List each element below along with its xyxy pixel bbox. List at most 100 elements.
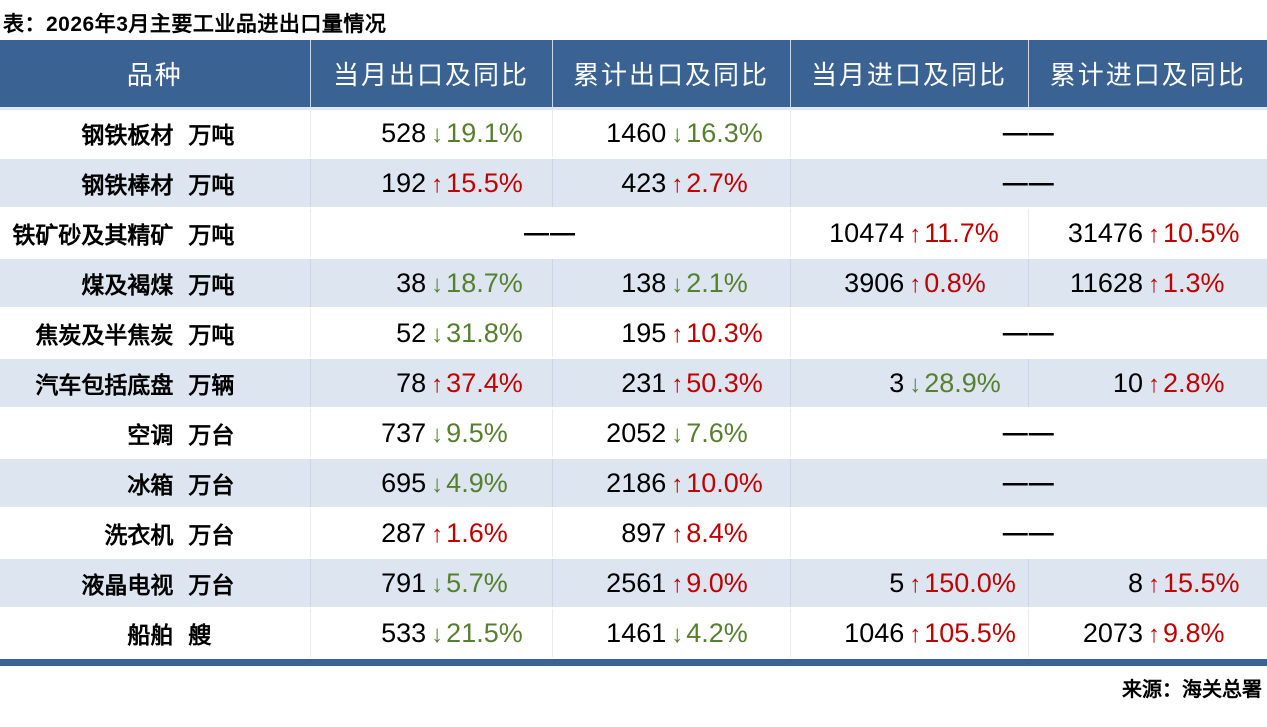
yoy-change: ↑ 0.8% [909,268,986,299]
up-arrow-icon: ↑ [671,570,684,598]
no-data-dash: —— [1002,468,1055,497]
up-arrow-icon: ↑ [1147,270,1160,298]
cell-import-cum: 31476 ↑ 10.5% [1027,208,1267,259]
product-unit: 万台 [188,572,235,598]
yoy-change: ↑ 15.5% [431,168,523,199]
yoy-change: ↑ 9.0% [671,568,748,599]
table-row: 铁矿砂及其精矿 万吨 —— 10474 ↑ 11.7% 31476 ↑ 10.5% [0,208,1267,259]
value-text: 897 [621,517,667,548]
down-arrow-icon: ↓ [431,120,444,148]
product-unit: 万吨 [188,222,235,248]
yoy-pct-text: 105.5% [924,617,1016,648]
product-unit: 万台 [188,472,235,498]
product-unit: 万台 [188,422,235,448]
cell-export-month: 38 ↓ 18.7% [309,258,552,309]
value-text: 11628 [1069,267,1143,298]
yoy-pct-text: 11.7% [924,217,999,248]
table-row: 冰箱 万台 695 ↓ 4.9% 2186 ↑ 10.0% —— [0,458,1267,509]
product-name: 洗衣机 [104,522,174,548]
no-data-cell-import: —— [789,108,1267,159]
value-text: 192 [381,167,427,198]
col-header-export-cumulative: 累计出口及同比 [551,40,790,110]
value-text: 38 [396,267,427,298]
up-arrow-icon: ↑ [431,520,444,548]
yoy-pct-text: 8.4% [686,517,748,548]
value-text: 528 [381,117,427,148]
value-text: 2073 [1082,617,1143,648]
col-header-import-cumulative: 累计进口及同比 [1027,40,1267,110]
no-data-dash: —— [1002,418,1055,447]
yoy-pct-text: 1.3% [1162,267,1225,298]
yoy-pct-text: 150.0% [924,567,1016,598]
value-text: 3906 [844,267,905,298]
value-text: 2186 [606,467,667,498]
up-arrow-icon: ↑ [431,370,444,398]
up-arrow-icon: ↑ [1147,370,1160,398]
product-unit: 万吨 [188,122,235,149]
col-header-export-month: 当月出口及同比 [309,40,552,110]
product-name: 焦炭及半焦炭 [35,322,174,348]
cell-export-cum: 897 ↑ 8.4% [551,508,790,559]
yoy-pct-text: 10.3% [686,317,763,348]
yoy-change: ↑ 9.8% [1148,618,1225,649]
up-arrow-icon: ↑ [909,620,922,648]
yoy-pct-text: 50.3% [686,367,763,398]
yoy-change: ↓ 4.9% [431,468,508,499]
cell-export-month: 192 ↑ 15.5% [309,158,552,209]
value-text: 737 [381,417,427,448]
yoy-pct-text: 16.3% [686,117,763,148]
down-arrow-icon: ↓ [431,620,444,648]
yoy-pct-text: 15.5% [446,167,523,198]
cell-export-cum: 195 ↑ 10.3% [551,308,790,359]
product-unit: 万吨 [188,172,235,198]
up-arrow-icon: ↑ [431,170,444,198]
yoy-pct-text: 15.5% [1162,567,1240,598]
cell-import-cum: 2073 ↑ 9.8% [1027,608,1267,659]
value-text: 138 [621,267,667,298]
value-text: 423 [621,167,667,198]
no-data-cell-import: —— [789,308,1267,359]
cell-product: 煤及褐煤 万吨 [0,258,310,309]
down-arrow-icon: ↓ [431,320,444,348]
col-header-import-month: 当月进口及同比 [789,40,1028,110]
yoy-pct-text: 2.8% [1162,367,1225,398]
cell-product: 钢铁棒材 万吨 [0,158,310,209]
yoy-pct-text: 10.0% [686,467,763,498]
yoy-change: ↑ 10.0% [671,468,763,499]
product-name: 钢铁板材 [81,122,174,149]
up-arrow-icon: ↑ [671,170,684,198]
yoy-pct-text: 28.9% [924,367,1001,398]
cell-export-month: 695 ↓ 4.9% [309,458,552,509]
value-text: 8 [1127,567,1143,598]
cell-product: 液晶电视 万台 [0,558,310,609]
yoy-change: ↑ 11.7% [909,218,999,249]
up-arrow-icon: ↑ [1147,220,1160,248]
value-text: 695 [381,467,427,498]
down-arrow-icon: ↓ [431,570,444,598]
yoy-pct-text: 9.0% [686,567,748,598]
cell-import-month: 5 ↑ 150.0% [789,558,1028,609]
down-arrow-icon: ↓ [671,620,684,648]
cell-export-month: 287 ↑ 1.6% [309,508,552,559]
yoy-pct-text: 10.5% [1162,217,1240,248]
yoy-change: ↑ 105.5% [909,618,1016,649]
cell-export-month: 52 ↓ 31.8% [309,308,552,359]
table-title: 表：2026年3月主要工业品进出口量情况 [3,13,387,36]
value-text: 1460 [606,117,667,148]
yoy-pct-text: 4.2% [686,617,748,648]
cell-product: 焦炭及半焦炭 万吨 [0,308,310,359]
yoy-change: ↑ 37.4% [431,368,523,399]
no-data-dash: —— [1002,518,1055,547]
yoy-pct-text: 2.7% [686,167,748,198]
down-arrow-icon: ↓ [431,420,444,448]
down-arrow-icon: ↓ [671,270,684,298]
product-name: 汽车包括底盘 [35,372,174,398]
down-arrow-icon: ↓ [909,370,922,398]
up-arrow-icon: ↑ [1147,620,1160,648]
no-data-cell-import: —— [789,408,1267,459]
value-text: 10474 [829,217,905,248]
down-arrow-icon: ↓ [431,470,444,498]
cell-export-month: 78 ↑ 37.4% [309,358,552,409]
no-data-cell-import: —— [789,508,1267,559]
industrial-products-table: 品种 当月出口及同比 累计出口及同比 当月进口及同比 累计进口及同比 钢铁板材万… [0,40,1267,659]
